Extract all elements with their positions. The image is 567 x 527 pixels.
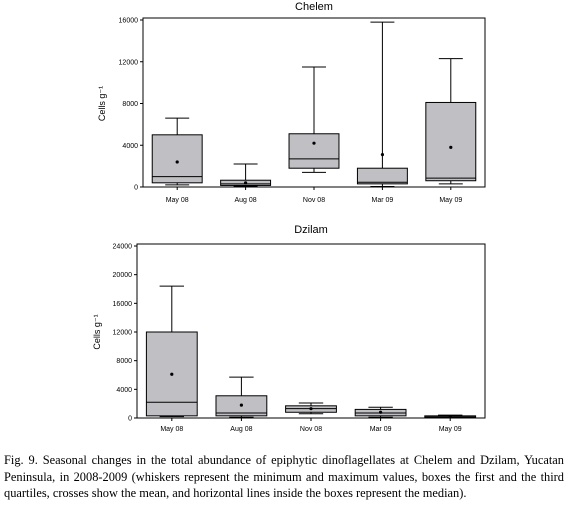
y-tick-label: 20000: [113, 272, 133, 279]
box: [288, 133, 340, 169]
y-tick-label: 0: [128, 416, 132, 423]
mean-marker: [244, 181, 248, 185]
x-tick-label: Aug 08: [230, 426, 252, 433]
x-tick-label: Mar 09: [370, 426, 392, 433]
y-tick-label: 8000: [122, 101, 138, 108]
x-tick-label: Nov 08: [303, 197, 325, 204]
y-axis-label: Cells g⁻¹: [92, 314, 102, 349]
x-tick-label: Nov 08: [300, 426, 322, 433]
y-tick-label: 4000: [122, 143, 138, 150]
box: [151, 134, 203, 184]
y-tick-label: 0: [134, 185, 138, 192]
chart-title: Chelem: [295, 1, 333, 13]
y-tick-label: 16000: [119, 18, 139, 25]
box: [425, 101, 477, 182]
chelem-panel: Chelem Cells g⁻¹ 0 4000 8000 12000 16000 May 08…: [97, 1, 486, 204]
mean-marker: [380, 153, 384, 157]
x-tick-label: Aug 08: [235, 197, 257, 204]
box: [356, 167, 408, 185]
x-tick-label: May 09: [439, 426, 462, 433]
y-tick-label: 12000: [119, 59, 139, 66]
y-tick-label: 16000: [113, 301, 133, 308]
y-tick-label: 4000: [116, 387, 132, 394]
mean-marker: [379, 410, 383, 414]
x-tick-label: May 09: [439, 197, 462, 204]
mean-marker: [170, 372, 174, 376]
y-tick-label: 8000: [116, 358, 132, 365]
mean-marker: [309, 407, 313, 411]
chart-title: Dzilam: [294, 224, 328, 236]
mean-marker: [175, 160, 179, 164]
dzilam-panel: Dzilam Cells g⁻¹ 0 4000 8000 12000 16000 20000 2…: [92, 224, 486, 433]
mean-marker: [239, 403, 243, 407]
x-tick-label: May 08: [160, 426, 183, 433]
x-tick-label: May 08: [166, 197, 189, 204]
mean-marker: [312, 141, 316, 145]
mean-marker: [448, 414, 452, 419]
y-axis-label: Cells g⁻¹: [97, 86, 107, 121]
y-tick-label: 12000: [113, 330, 133, 337]
x-tick-label: Mar 09: [372, 197, 394, 204]
mean-marker: [449, 145, 453, 149]
y-tick-label: 24000: [113, 244, 133, 251]
figure-canvas: Chelem Cells g⁻¹ 0 4000 8000 12000 16000 May 08…: [92, 1, 486, 433]
figure-caption: Fig. 9. Seasonal changes in the total ab…: [4, 453, 564, 500]
